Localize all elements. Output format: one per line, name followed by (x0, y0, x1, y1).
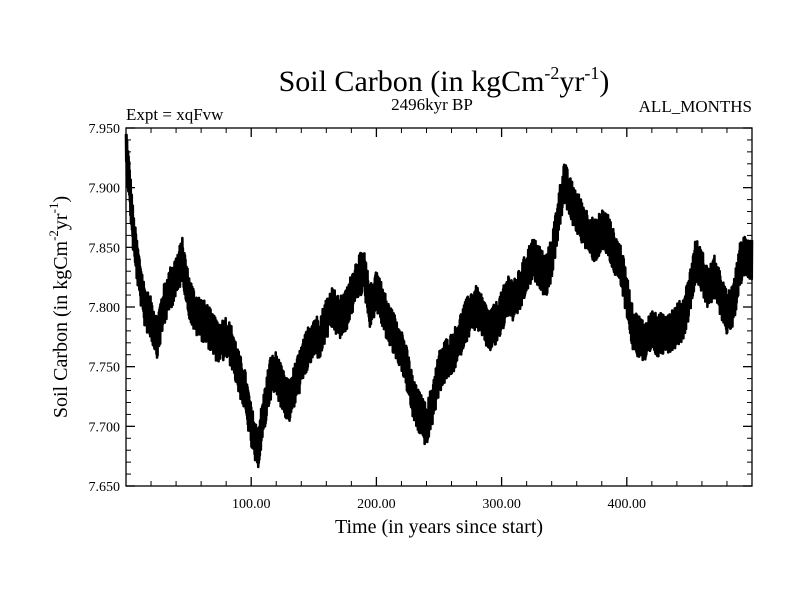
subtitle-period: 2496kyr BP (391, 95, 473, 114)
x-tick-label: 200.00 (357, 497, 396, 512)
x-tick-label: 100.00 (232, 497, 271, 512)
y-tick-label: 7.800 (89, 301, 121, 316)
y-tick-label: 7.750 (89, 361, 121, 376)
y-tick-label: 7.650 (89, 480, 121, 495)
plot-frame (125, 127, 753, 487)
x-axis: 100.00 200.00 300.00 400.00 (150, 128, 728, 512)
subtitle-experiment: Expt = xqFvw (126, 105, 224, 124)
x-axis-label: Time (in years since start) (335, 516, 543, 538)
y-axis: 7.650 7.700 7.750 7.800 7.850 7.900 7.950 (89, 122, 752, 495)
y-tick-label: 7.950 (89, 122, 121, 137)
x-tick-label: 300.00 (482, 497, 521, 512)
y-tick-label: 7.850 (89, 241, 121, 256)
series-line (124, 133, 754, 469)
y-axis-label: Soil Carbon (in kgCm-2yr-1) (46, 196, 72, 418)
y-tick-label: 7.700 (89, 420, 121, 435)
chart-title: Soil Carbon (in kgCm-2yr-1) (279, 63, 610, 98)
y-tick-label: 7.900 (89, 182, 121, 197)
x-tick-label: 400.00 (608, 497, 647, 512)
subtitle-months: ALL_MONTHS (639, 97, 752, 116)
